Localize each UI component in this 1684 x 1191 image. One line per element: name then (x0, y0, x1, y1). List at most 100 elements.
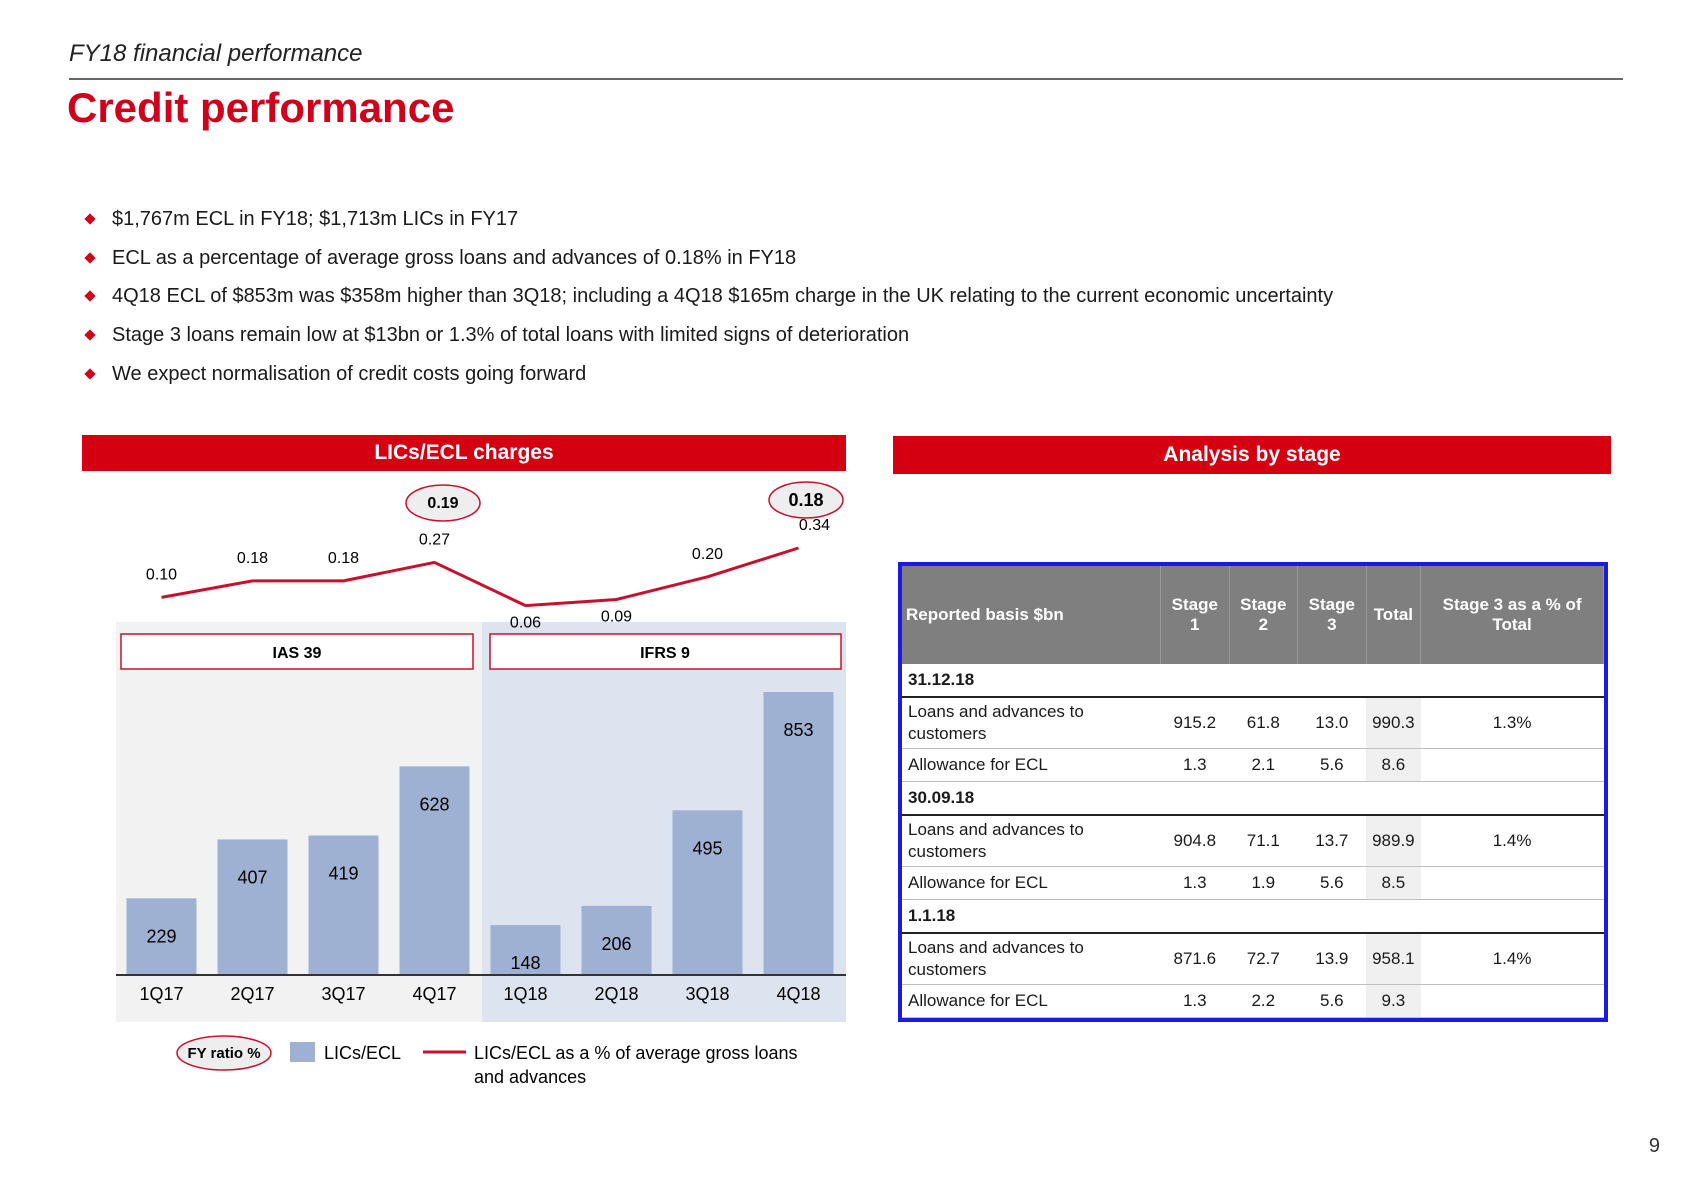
table-row: Loans and advances to customers 915.2 61.8… (902, 697, 1604, 749)
bar-3Q17 (308, 835, 379, 974)
section-kicker: FY18 financial performance (69, 40, 363, 67)
date-label: 31.12.18 (902, 664, 1604, 698)
legend-bars-label: LICs/ECL (324, 1043, 401, 1063)
category-label: 3Q18 (685, 984, 729, 1004)
bar-value-label: 148 (510, 953, 540, 973)
header-total: Total (1366, 566, 1422, 664)
bar-value-label: 419 (328, 863, 358, 883)
category-label: 2Q17 (230, 984, 274, 1004)
bar-4Q18 (763, 692, 834, 974)
row-label: Allowance for ECL (902, 748, 1161, 782)
bar-value-label: 206 (601, 934, 631, 954)
bullet-item: 4Q18 ECL of $853m was $358m higher than … (84, 277, 1333, 316)
ias39-label: IAS 39 (273, 645, 322, 662)
legend-line-label-2: and advances (474, 1067, 586, 1087)
category-label: 4Q17 (412, 984, 456, 1004)
table-cell: 9.3 (1366, 984, 1421, 1018)
bullet-item: ECL as a percentage of average gross loa… (84, 239, 1333, 278)
fy18-ratio-oval (768, 481, 844, 519)
bullet-item: Stage 3 loans remain low at $13bn or 1.3… (84, 316, 1333, 355)
table-row: Allowance for ECL 1.3 1.9 5.6 8.5 (902, 866, 1604, 900)
table-cell: 72.7 (1229, 933, 1298, 985)
line-group: 0.10 0.18 0.18 0.27 0.06 0.09 0.20 0.34 (146, 517, 830, 632)
category-label: 1Q18 (503, 984, 547, 1004)
bullet-item: $1,767m ECL in FY18; $1,713m LICs in FY1… (84, 200, 1333, 239)
table-cell: 1.3 (1160, 748, 1230, 782)
ratio-point-label: 0.18 (237, 550, 268, 567)
table-cell: 1.3% (1420, 697, 1604, 749)
ratio-point-label: 0.18 (328, 550, 359, 567)
header-stage3-pct: Stage 3 as a % of Total (1420, 566, 1604, 664)
table-cell: 1.4% (1420, 815, 1604, 867)
bar-value-label: 495 (692, 838, 722, 858)
row-label: Loans and advances to customers (902, 697, 1161, 749)
table-cell: 71.1 (1229, 815, 1298, 867)
analysis-by-stage-table: Reported basis $bn Stage 1 Stage 2 Stage… (902, 566, 1604, 1018)
table-cell: 5.6 (1297, 866, 1367, 900)
bar-3Q18 (672, 810, 743, 974)
lic-ecl-charges-header: LICs/ECL charges (82, 435, 846, 471)
table-date-row: 31.12.18 (902, 664, 1604, 698)
table-row: Allowance for ECL 1.3 2.1 5.6 8.6 (902, 748, 1604, 782)
page-number: 9 (1648, 1135, 1660, 1157)
ratio-point-label: 0.20 (692, 546, 723, 563)
table-cell: 8.5 (1366, 866, 1421, 900)
row-label: Loans and advances to customers (902, 933, 1161, 985)
date-label: 30.09.18 (902, 781, 1604, 816)
date-label: 1.1.18 (902, 899, 1604, 934)
fy18-ratio: 0.18 (788, 490, 823, 510)
bar-value-label: 407 (237, 867, 267, 887)
table-cell (1420, 866, 1604, 900)
fy17-ratio: 0.19 (427, 495, 458, 512)
header-reported-basis: Reported basis $bn (902, 566, 1161, 664)
bullet-item: We expect normalisation of credit costs … (84, 355, 1333, 394)
bar-2Q18 (581, 905, 652, 974)
table-row: Loans and advances to customers 904.8 71.1… (902, 815, 1604, 867)
ifrs9-label-box (489, 633, 842, 670)
category-label: 4Q18 (776, 984, 820, 1004)
table-cell: 5.6 (1297, 984, 1367, 1018)
header-rule (69, 78, 1623, 80)
table-date-row: 30.09.18 (902, 781, 1604, 816)
table-cell: 8.6 (1366, 748, 1421, 782)
bar-1Q18 (490, 925, 561, 974)
category-labels: 1Q17 2Q17 3Q17 4Q17 1Q18 2Q18 3Q18 4Q18 (139, 984, 820, 1004)
header-stage-3: Stage 3 (1297, 566, 1367, 664)
header-stage-1: Stage 1 (1160, 566, 1230, 664)
category-label: 3Q17 (321, 984, 365, 1004)
table-date-row: 1.1.18 (902, 899, 1604, 934)
ratio-point-label: 0.06 (510, 615, 541, 632)
table-row: Allowance for ECL 1.3 2.2 5.6 9.3 (902, 984, 1604, 1018)
bar-value-label: 853 (783, 720, 813, 740)
bars-group: 229 407 419 628 148 206 495 853 (126, 692, 834, 974)
table-cell: 958.1 (1366, 933, 1421, 985)
table-cell: 61.8 (1229, 697, 1298, 749)
table-cell: 915.2 (1160, 697, 1230, 749)
table-cell: 5.6 (1297, 748, 1367, 782)
stage-table-body: 31.12.18 Loans and advances to customers 9… (902, 664, 1604, 1018)
header-stage-2: Stage 2 (1229, 566, 1299, 664)
table-cell: 871.6 (1160, 933, 1230, 985)
ratio-point-label: 0.09 (601, 608, 632, 625)
legend-bar-swatch (290, 1042, 315, 1062)
bar-2Q17 (217, 839, 288, 974)
ratio-point-label: 0.10 (146, 566, 177, 583)
bar-value-label: 229 (146, 926, 176, 946)
fy17-ratio-oval (405, 484, 481, 522)
table-cell: 990.3 (1366, 697, 1421, 749)
table-cell: 1.9 (1229, 866, 1298, 900)
row-label: Allowance for ECL (902, 866, 1161, 900)
table-cell (1420, 748, 1604, 782)
table-cell: 13.9 (1297, 933, 1367, 985)
table-header-row: Reported basis $bn Stage 1 Stage 2 Stage… (902, 566, 1604, 664)
table-cell: 13.7 (1297, 815, 1367, 867)
table-cell: 1.3 (1160, 984, 1230, 1018)
table-cell: 989.9 (1366, 815, 1421, 867)
legend-line-label-1: LICs/ECL as a % of average gross loans (474, 1043, 798, 1063)
table-cell: 2.1 (1229, 748, 1298, 782)
table-cell: 1.3 (1160, 866, 1230, 900)
page-title: Credit performance (67, 84, 455, 131)
legend-fy-ratio: FY ratio % (187, 1045, 260, 1062)
table-cell: 13.0 (1297, 697, 1367, 749)
